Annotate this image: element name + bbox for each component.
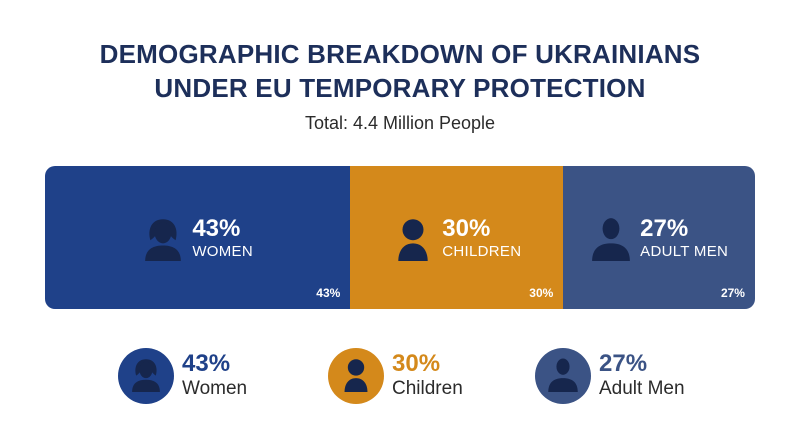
- child-icon: [392, 215, 434, 261]
- woman-icon: [129, 356, 163, 397]
- man-icon: [590, 215, 632, 261]
- segment-percent: 27%: [640, 214, 689, 242]
- segment-label: ADULT MEN: [640, 242, 729, 260]
- segment-label: CHILDREN: [442, 242, 522, 260]
- chart-title-line-1: DEMOGRAPHIC BREAKDOWN OF UKRAINIANS: [99, 39, 701, 69]
- segment-content: 43% WOMEN: [45, 215, 350, 261]
- legend-label: Adult Men: [599, 378, 685, 399]
- legend: 43% Women 30% Children 27% Adult Men: [0, 348, 800, 408]
- woman-icon: [142, 215, 184, 261]
- bar-segment-women: 43% WOMEN 43%: [45, 166, 351, 309]
- segment-label: WOMEN: [192, 242, 253, 260]
- segment-text: 27% ADULT MEN: [640, 215, 728, 261]
- chart-subtitle: Total: 4.4 Million People: [304, 113, 496, 133]
- segment-data-label: 27%: [720, 286, 745, 300]
- child-icon: [339, 356, 373, 397]
- segment-text: 43% WOMEN: [192, 215, 253, 261]
- child-badge: [328, 348, 384, 404]
- bar-segment-children: 30% CHILDREN 30%: [350, 166, 564, 309]
- legend-percent: 27%: [599, 350, 648, 377]
- chart-title: DEMOGRAPHIC BREAKDOWN OF UKRAINIANS UNDE…: [0, 37, 800, 105]
- man-badge: [535, 348, 591, 404]
- legend-label: Women: [182, 378, 248, 399]
- segment-content: 30% CHILDREN: [350, 215, 563, 261]
- segment-content: 27% ADULT MEN: [563, 215, 755, 261]
- legend-item-women: 43% Women: [118, 348, 247, 404]
- legend-label: Children: [392, 378, 463, 399]
- legend-percent: 43%: [182, 350, 231, 377]
- segment-data-label: 43%: [316, 286, 341, 300]
- segment-data-label: 30%: [529, 286, 554, 300]
- segment-percent: 43%: [192, 214, 241, 242]
- woman-badge: [118, 348, 174, 404]
- legend-text: 43% Women: [182, 351, 247, 401]
- segment-text: 30% CHILDREN: [442, 215, 521, 261]
- segment-percent: 30%: [442, 214, 491, 242]
- legend-item-children: 30% Children: [328, 348, 463, 404]
- chart-title-line-2: UNDER EU TEMPORARY PROTECTION: [154, 73, 646, 103]
- man-icon: [546, 356, 580, 397]
- bar-segment-adult-men: 27% ADULT MEN 27%: [563, 166, 755, 309]
- legend-item-adult-men: 27% Adult Men: [535, 348, 685, 404]
- stacked-bar: 43% WOMEN 43% 30% CHILDREN 30% 27% ADULT MEN 27%: [45, 166, 755, 309]
- legend-text: 27% Adult Men: [599, 351, 685, 401]
- legend-text: 30% Children: [392, 351, 463, 401]
- legend-percent: 30%: [392, 350, 441, 377]
